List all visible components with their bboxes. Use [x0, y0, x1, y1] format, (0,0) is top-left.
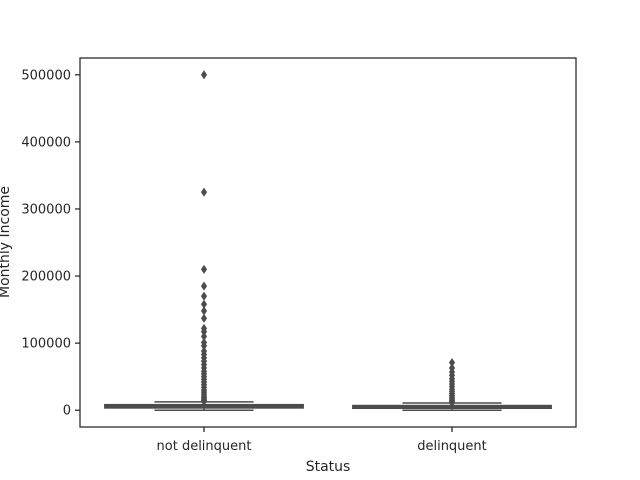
- y-tick-label: 400000: [21, 135, 71, 150]
- y-tick-label: 0: [63, 404, 71, 419]
- outlier-point: [200, 313, 208, 323]
- outlier-point: [200, 396, 208, 407]
- x-tick-label: not delinquent: [157, 439, 252, 454]
- box-group: [104, 70, 304, 411]
- plot-area: [104, 70, 552, 411]
- outlier-point: [200, 187, 208, 197]
- outlier-point: [448, 397, 456, 408]
- y-tick-label: 100000: [21, 337, 71, 352]
- x-axis: not delinquent delinquent: [157, 427, 487, 454]
- outlier-point: [200, 70, 208, 80]
- y-tick-label: 500000: [21, 68, 71, 83]
- y-tick-label: 200000: [21, 270, 71, 285]
- y-axis: 0 100000 200000 300000 400000 500000: [21, 68, 80, 419]
- outlier-point: [200, 281, 208, 291]
- y-tick-label: 300000: [21, 202, 71, 217]
- box-group: [352, 357, 552, 411]
- x-axis-label: Status: [306, 459, 351, 475]
- outlier-point: [200, 291, 208, 301]
- axes-frame: [79, 57, 577, 428]
- outlier-point: [200, 264, 208, 274]
- y-axis-label: Monthly Income: [0, 186, 13, 298]
- x-tick-label: delinquent: [417, 439, 487, 454]
